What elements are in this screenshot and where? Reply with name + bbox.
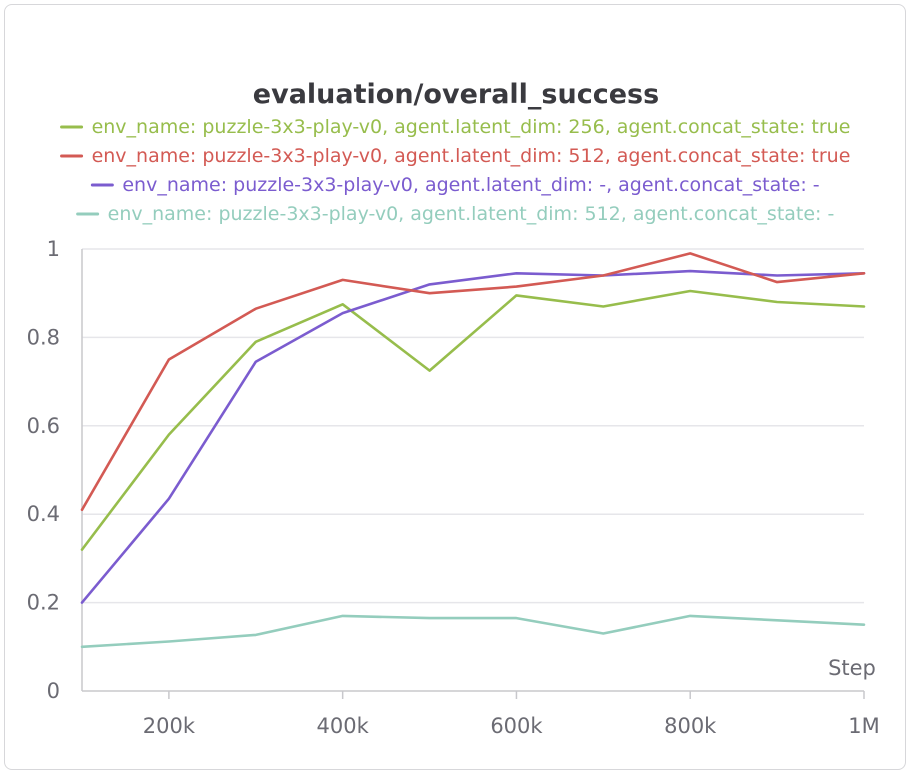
y-tick-label: 0 [47, 679, 60, 703]
x-tick-label: 600k [490, 714, 543, 738]
legend-label: env_name: puzzle-3x3-play-v0, agent.late… [92, 116, 851, 138]
legend-label: env_name: puzzle-3x3-play-v0, agent.late… [122, 174, 819, 196]
x-tick-label: 1M [848, 714, 879, 738]
y-tick-label: 0.8 [27, 325, 60, 349]
series-line-3[interactable] [80, 269, 866, 604]
x-axis-ticks: 200k 400k 600k 800k 1M [143, 691, 880, 738]
y-tick-label: 0.6 [27, 414, 60, 438]
series-line-4[interactable] [80, 614, 866, 649]
axes [81, 249, 864, 692]
x-tick-label: 200k [143, 714, 196, 738]
legend-item[interactable]: env_name: puzzle-3x3-play-v0, agent.late… [76, 203, 835, 225]
chart-title: evaluation/overall_success [253, 79, 659, 110]
legend-item[interactable]: env_name: puzzle-3x3-play-v0, agent.late… [60, 145, 851, 167]
x-tick-label: 800k [664, 714, 717, 738]
legend-label: env_name: puzzle-3x3-play-v0, agent.late… [92, 145, 851, 167]
legend-item[interactable]: env_name: puzzle-3x3-play-v0, agent.late… [60, 116, 851, 138]
legend: env_name: puzzle-3x3-play-v0, agent.late… [60, 116, 851, 225]
x-axis-label: Step [828, 656, 876, 680]
grid-lines [82, 248, 864, 604]
y-tick-label: 1 [47, 237, 60, 261]
legend-label: env_name: puzzle-3x3-play-v0, agent.late… [108, 203, 835, 225]
series-line-2[interactable] [80, 252, 866, 512]
y-tick-label: 0.4 [27, 502, 60, 526]
series-lines [80, 252, 866, 649]
legend-item[interactable]: env_name: puzzle-3x3-play-v0, agent.late… [90, 174, 820, 196]
y-axis-ticks: 0 0.2 0.4 0.6 0.8 1 [27, 237, 60, 703]
series-line-1[interactable] [80, 289, 866, 551]
y-tick-label: 0.2 [27, 591, 60, 615]
x-tick-label: 400k [317, 714, 370, 738]
